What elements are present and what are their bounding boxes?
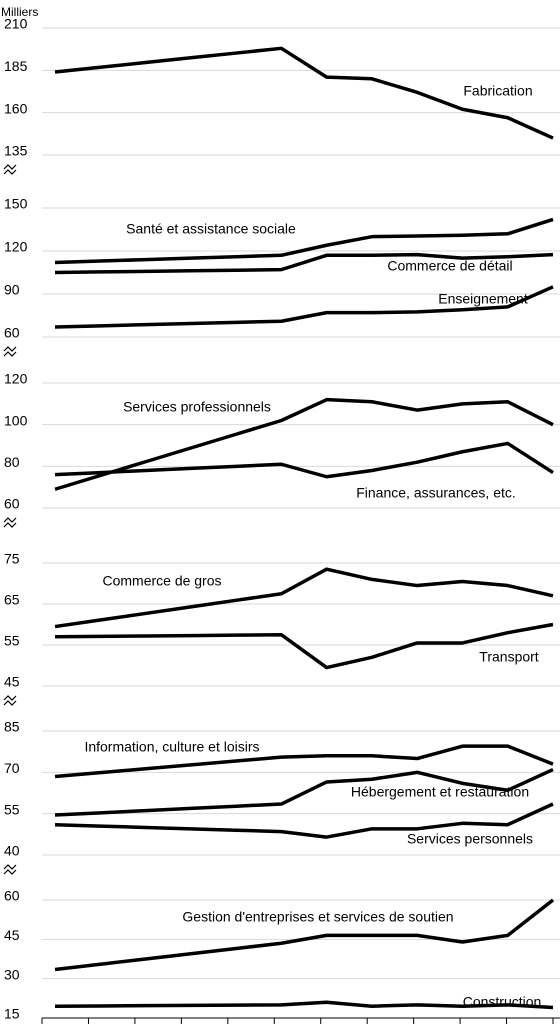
y-axis-label: Milliers: [1, 5, 38, 19]
y-tick-label: 65: [4, 592, 20, 608]
y-tick-label: 120: [4, 371, 28, 387]
axis-break: [3, 695, 17, 706]
y-tick-label: 185: [4, 58, 28, 74]
y-tick-label: 60: [4, 325, 20, 341]
y-tick-label: 160: [4, 100, 28, 116]
y-tick-label: 15: [4, 1006, 20, 1022]
y-tick-label: 85: [4, 719, 20, 735]
axis-break: [3, 346, 17, 357]
axis-break: [3, 517, 17, 528]
y-tick-label: 90: [4, 282, 20, 298]
y-tick-label: 210: [4, 16, 28, 32]
series-label: Gestion d'entreprises et services de sou…: [182, 909, 453, 925]
y-tick-label: 45: [4, 927, 20, 943]
y-tick-label: 55: [4, 633, 20, 649]
series-label: Finance, assurances, etc.: [356, 485, 516, 501]
y-tick-label: 80: [4, 454, 20, 470]
series-label: Hébergement et restauration: [351, 784, 529, 800]
series-label: Services professionnels: [123, 399, 271, 415]
series-line: [54, 252, 554, 275]
series-label: Services personnels: [407, 831, 533, 847]
series-label: Santé et assistance sociale: [126, 221, 296, 237]
y-tick-label: 45: [4, 674, 20, 690]
series-line: [54, 744, 554, 779]
y-tick-label: 55: [4, 801, 20, 817]
series-line: [54, 441, 554, 479]
series-line: [54, 1000, 554, 1010]
series-label: Transport: [479, 649, 539, 665]
series-label: Commerce de gros: [102, 573, 221, 589]
series-line: [54, 802, 554, 839]
y-tick-label: 150: [4, 196, 28, 212]
y-tick-label: 100: [4, 412, 28, 428]
y-tick-label: 135: [4, 143, 28, 159]
series-line: [54, 46, 554, 140]
axis-break: [3, 864, 17, 875]
series-line: [54, 898, 555, 972]
y-tick-label: 40: [4, 843, 20, 859]
series-label: Information, culture et loisirs: [84, 739, 259, 755]
y-tick-label: 60: [4, 888, 20, 904]
y-tick-label: 70: [4, 760, 20, 776]
y-tick-label: 75: [4, 551, 20, 567]
series-line: [54, 217, 554, 265]
series-label: Commerce de détail: [387, 258, 512, 274]
series-line: [54, 767, 554, 817]
series-line: [54, 285, 554, 329]
series-label: Enseignement: [438, 291, 528, 307]
axis-break: [3, 164, 17, 175]
series-line: [54, 397, 554, 491]
y-tick-label: 30: [4, 966, 20, 982]
series-line: [54, 567, 554, 629]
y-tick-label: 60: [4, 496, 20, 512]
series-label: Fabrication: [463, 83, 532, 99]
series-line: [54, 622, 554, 670]
series-label: Construction: [463, 994, 542, 1010]
y-tick-label: 120: [4, 239, 28, 255]
